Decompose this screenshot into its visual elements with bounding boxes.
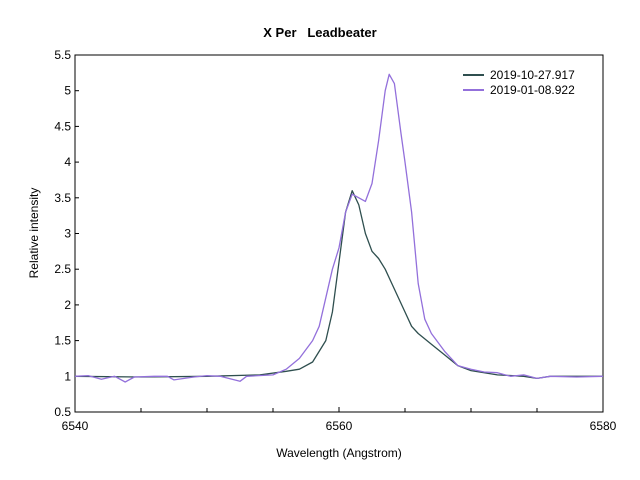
y-tick-label: 1 (64, 369, 71, 383)
legend-label: 2019-10-27.917 (490, 68, 575, 82)
y-tick-label: 4 (64, 155, 71, 169)
chart-title: X Per Leadbeater (263, 25, 376, 40)
series-line-1 (74, 190, 603, 380)
y-tick-label: 2.5 (54, 262, 71, 276)
x-tick-label: 6580 (590, 419, 617, 433)
x-tick-label: 6540 (62, 419, 89, 433)
plot-frame (74, 54, 604, 413)
legend-label: 2019-01-08.922 (490, 83, 575, 97)
y-tick-label: 5 (64, 84, 71, 98)
series-line-2 (74, 73, 604, 383)
y-tick-label: 5.5 (54, 48, 71, 62)
x-axis-label: Wavelength (Angstrom) (276, 446, 402, 460)
y-tick-label: 0.5 (54, 405, 71, 419)
y-tick-label: 3.5 (54, 191, 71, 205)
y-tick-label: 1.5 (54, 334, 71, 348)
y-tick-label: 2 (64, 298, 71, 312)
y-axis-label: Relative intensity (27, 188, 41, 279)
x-tick-label: 6560 (326, 419, 353, 433)
y-tick-label: 4.5 (54, 119, 71, 133)
y-tick-label: 3 (64, 227, 71, 241)
